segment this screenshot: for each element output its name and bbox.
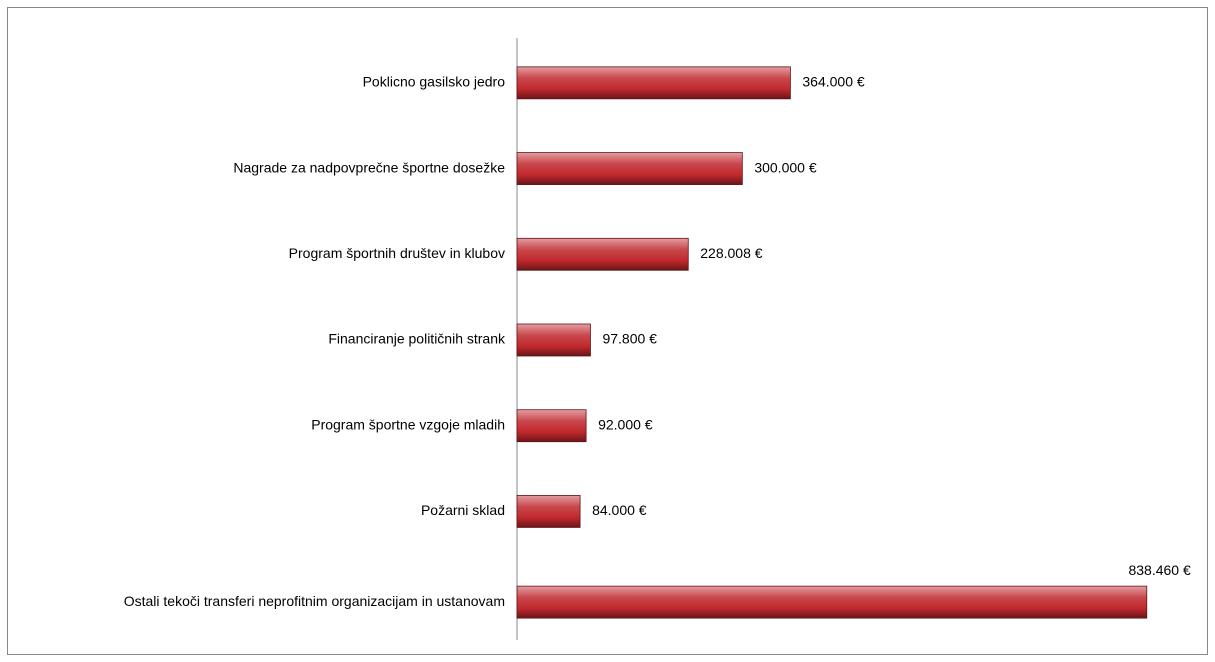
value-label: 228.008 € [700, 245, 762, 261]
bar [516, 152, 743, 185]
category-label: Ostali tekoči transferi neprofitnim orga… [124, 593, 505, 609]
bar [516, 237, 689, 271]
category-label: Financiranje političnih strank [328, 331, 506, 347]
value-label: 838.460 € [1128, 562, 1190, 578]
bar [516, 66, 791, 100]
value-label: 364.000 € [802, 74, 864, 90]
category-label: Program športne vzgoje mladih [311, 416, 505, 432]
bar [516, 409, 587, 443]
bar [516, 323, 591, 357]
bar [516, 585, 1148, 619]
value-label: 84.000 € [592, 502, 647, 518]
category-label: Nagrade za nadpovprečne športne dosežke [233, 159, 505, 175]
value-label: 300.000 € [754, 159, 816, 175]
category-label: Požarni sklad [421, 502, 505, 518]
bar [516, 495, 581, 528]
category-label: Program športnih društev in klubov [289, 245, 505, 261]
category-label: Poklicno gasilsko jedro [363, 74, 506, 90]
chart-border [7, 7, 1208, 655]
value-label: 97.800 € [602, 331, 657, 347]
value-label: 92.000 € [598, 416, 653, 432]
